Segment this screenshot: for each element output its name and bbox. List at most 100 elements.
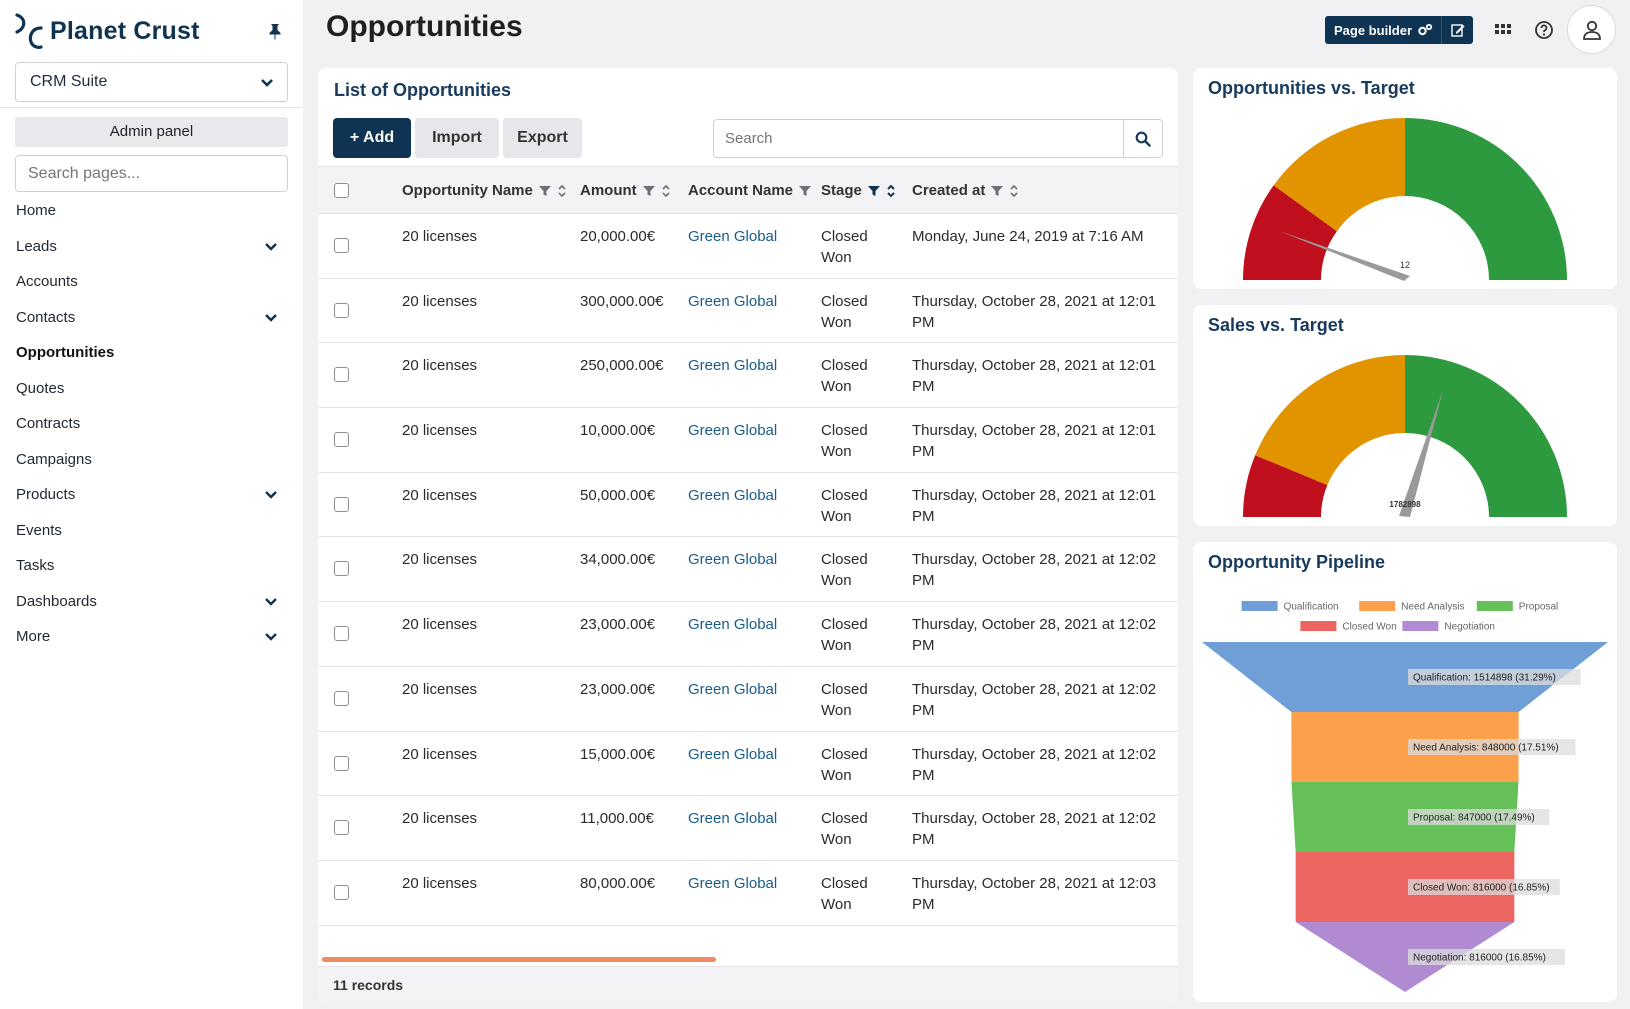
pin-icon[interactable] bbox=[266, 22, 284, 40]
sidebar-item-tasks[interactable]: Tasks bbox=[0, 548, 303, 584]
sidebar-item-campaigns[interactable]: Campaigns bbox=[0, 442, 303, 478]
legend-label[interactable]: Proposal bbox=[1519, 602, 1558, 613]
funnel-segment[interactable] bbox=[1295, 922, 1515, 992]
export-button[interactable]: Export bbox=[503, 118, 582, 158]
row-checkbox[interactable] bbox=[334, 884, 349, 900]
legend-swatch[interactable] bbox=[1241, 601, 1278, 611]
account-name-link[interactable]: Green Global bbox=[688, 616, 778, 634]
sidebar-item-opportunities[interactable]: Opportunities bbox=[0, 335, 303, 371]
search-pages-input[interactable] bbox=[15, 155, 288, 192]
chevron-down-icon[interactable] bbox=[263, 239, 279, 255]
chevron-down-icon[interactable] bbox=[263, 310, 279, 326]
table-row[interactable]: 20 licenses 10,000.00€ Green Global Closed … bbox=[318, 408, 1178, 473]
opportunity-name-cell[interactable]: 20 licenses bbox=[402, 551, 478, 569]
filter-active-icon[interactable] bbox=[867, 184, 881, 198]
page-builder-button[interactable]: Page builder bbox=[1325, 16, 1441, 44]
funnel-segment[interactable] bbox=[1295, 852, 1515, 922]
help-icon[interactable] bbox=[1532, 18, 1556, 42]
column-opportunity-name[interactable]: Opportunity Name bbox=[402, 182, 567, 199]
table-row[interactable]: 20 licenses 250,000.00€ Green Global Closed… bbox=[318, 343, 1178, 409]
row-checkbox[interactable] bbox=[334, 561, 349, 577]
opportunity-name-cell[interactable]: 20 licenses bbox=[402, 745, 478, 763]
table-row[interactable]: 20 licenses 23,000.00€ Green Global Closed … bbox=[318, 667, 1178, 732]
legend-label[interactable]: Qualification bbox=[1284, 602, 1339, 613]
column-stage[interactable]: Stage bbox=[821, 182, 896, 199]
legend-swatch[interactable] bbox=[1476, 601, 1513, 611]
opportunity-name-cell[interactable]: 20 licenses bbox=[402, 422, 478, 440]
row-checkbox[interactable] bbox=[334, 432, 349, 448]
sidebar-item-dashboards[interactable]: Dashboards bbox=[0, 584, 303, 620]
legend-label[interactable]: Negotiation bbox=[1444, 622, 1495, 633]
opportunity-name-cell[interactable]: 20 licenses bbox=[402, 357, 478, 375]
opportunity-name-cell[interactable]: 20 licenses bbox=[402, 680, 478, 698]
sort-icon[interactable] bbox=[1009, 184, 1019, 198]
logo[interactable]: Planet Crust bbox=[14, 12, 200, 50]
account-name-link[interactable]: Green Global bbox=[688, 874, 778, 892]
opportunity-name-cell[interactable]: 20 licenses bbox=[402, 228, 478, 245]
account-name-link[interactable]: Green Global bbox=[688, 422, 778, 440]
select-all-checkbox[interactable] bbox=[334, 183, 349, 198]
row-checkbox[interactable] bbox=[334, 238, 349, 253]
list-search-input[interactable] bbox=[713, 119, 1124, 158]
row-checkbox[interactable] bbox=[334, 820, 349, 836]
chevron-down-icon[interactable] bbox=[263, 487, 279, 503]
suite-select[interactable]: CRM Suite bbox=[15, 62, 288, 102]
account-name-link[interactable]: Green Global bbox=[688, 292, 778, 310]
row-checkbox[interactable] bbox=[334, 755, 349, 771]
sidebar-item-events[interactable]: Events bbox=[0, 513, 303, 549]
filter-icon[interactable] bbox=[642, 184, 656, 198]
table-row[interactable]: 20 licenses 23,000.00€ Green Global Closed … bbox=[318, 602, 1178, 667]
opportunity-name-cell[interactable]: 20 licenses bbox=[402, 292, 478, 310]
account-name-link[interactable]: Green Global bbox=[688, 680, 778, 698]
apps-grid-icon[interactable] bbox=[1491, 18, 1515, 42]
filter-icon[interactable] bbox=[798, 184, 812, 198]
funnel-segment[interactable] bbox=[1202, 642, 1608, 712]
sidebar-item-leads[interactable]: Leads bbox=[0, 229, 303, 265]
search-button[interactable] bbox=[1124, 119, 1163, 158]
legend-swatch[interactable] bbox=[1300, 621, 1337, 631]
opportunity-name-cell[interactable]: 20 licenses bbox=[402, 616, 478, 634]
sidebar-item-products[interactable]: Products bbox=[0, 477, 303, 513]
table-row[interactable]: 20 licenses 11,000.00€ Green Global Closed … bbox=[318, 796, 1178, 861]
account-name-link[interactable]: Green Global bbox=[688, 357, 778, 375]
row-checkbox[interactable] bbox=[334, 626, 349, 642]
sort-active-icon[interactable] bbox=[886, 184, 896, 198]
sidebar-item-home[interactable]: Home bbox=[0, 193, 303, 229]
horizontal-scrollbar[interactable] bbox=[322, 957, 716, 962]
chevron-down-icon[interactable] bbox=[263, 629, 279, 645]
sidebar-item-more[interactable]: More bbox=[0, 619, 303, 655]
row-checkbox[interactable] bbox=[334, 302, 349, 318]
opportunity-name-cell[interactable]: 20 licenses bbox=[402, 810, 478, 828]
legend-label[interactable]: Need Analysis bbox=[1401, 602, 1464, 613]
table-row[interactable]: 20 licenses 15,000.00€ Green Global Closed … bbox=[318, 732, 1178, 797]
row-checkbox[interactable] bbox=[334, 367, 349, 383]
opportunity-name-cell[interactable]: 20 licenses bbox=[402, 486, 478, 504]
account-name-link[interactable]: Green Global bbox=[688, 551, 778, 569]
column-account-name[interactable]: Account Name bbox=[688, 182, 812, 199]
chevron-down-icon[interactable] bbox=[263, 594, 279, 610]
import-button[interactable]: Import bbox=[415, 118, 499, 158]
page-builder-edit-button[interactable] bbox=[1441, 16, 1473, 44]
sort-icon[interactable] bbox=[661, 184, 671, 198]
account-name-link[interactable]: Green Global bbox=[688, 228, 778, 245]
legend-label[interactable]: Closed Won bbox=[1342, 622, 1396, 633]
row-checkbox[interactable] bbox=[334, 690, 349, 706]
filter-icon[interactable] bbox=[990, 184, 1004, 198]
legend-swatch[interactable] bbox=[1359, 601, 1396, 611]
filter-icon[interactable] bbox=[538, 184, 552, 198]
sidebar-item-accounts[interactable]: Accounts bbox=[0, 264, 303, 300]
table-row[interactable]: 20 licenses 50,000.00€ Green Global Closed … bbox=[318, 473, 1178, 538]
column-amount[interactable]: Amount bbox=[580, 182, 671, 199]
user-menu-button[interactable] bbox=[1567, 5, 1616, 54]
account-name-link[interactable]: Green Global bbox=[688, 745, 778, 763]
account-name-link[interactable]: Green Global bbox=[688, 810, 778, 828]
row-checkbox[interactable] bbox=[334, 496, 349, 512]
admin-panel-button[interactable]: Admin panel bbox=[15, 117, 288, 147]
opportunity-name-cell[interactable]: 20 licenses bbox=[402, 874, 478, 892]
table-row[interactable]: 20 licenses 80,000.00€ Green Global Closed … bbox=[318, 861, 1178, 926]
column-created-at[interactable]: Created at bbox=[912, 182, 1019, 199]
table-row[interactable]: 20 licenses 34,000.00€ Green Global Closed … bbox=[318, 537, 1178, 603]
table-row[interactable]: 20 licenses 20,000.00€ Green Global Closed … bbox=[318, 214, 1178, 279]
sidebar-item-contacts[interactable]: Contacts bbox=[0, 300, 303, 336]
sort-icon[interactable] bbox=[557, 184, 567, 198]
